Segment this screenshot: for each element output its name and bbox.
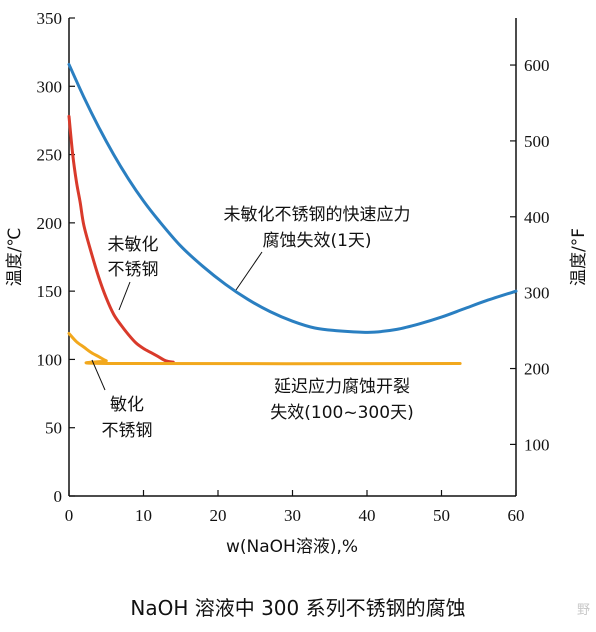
red-annotation-line1: 未敏化: [108, 235, 159, 255]
x-tick-label: 40: [359, 506, 376, 525]
y-tick-label-left: 350: [37, 9, 63, 28]
red-leader-line: [118, 281, 131, 311]
red-series-line: [67, 114, 175, 364]
x-tick-label: 20: [210, 506, 227, 525]
y-tick-label-right: 400: [524, 208, 550, 227]
blue-annotation-line2: 腐蚀失效(1天): [262, 231, 371, 251]
x-tick-label: 10: [135, 506, 152, 525]
y-tick-label-left: 250: [37, 146, 63, 165]
y-tick-label-left: 200: [37, 214, 63, 233]
series-group: [67, 62, 518, 366]
y-axis-title-left: 温度/℃: [5, 228, 25, 287]
x-axis-title: w(NaOH溶液),%: [226, 537, 358, 557]
orange-annotation-line2: 不锈钢: [102, 421, 153, 441]
y-tick-label-right: 300: [524, 284, 550, 303]
y-tick-label-left: 150: [37, 282, 63, 301]
y-tick-label-left: 50: [45, 419, 62, 438]
y-axis-title-right: 温度/°F: [569, 228, 589, 286]
x-tick-label: 50: [433, 506, 450, 525]
y-tick-label-right: 100: [524, 435, 550, 454]
y-tick-label-right: 600: [524, 56, 550, 75]
x-tick-label: 60: [508, 506, 525, 525]
blue-leader-line: [235, 251, 263, 291]
orange-annotation-line1: 敏化: [110, 395, 144, 415]
chart: 0 10 20 30 40 50 60050100150200250300350100200…: [5, 9, 589, 557]
flat-annotation-line1: 延迟应力腐蚀开裂: [274, 377, 410, 397]
x-tick-label: 0: [65, 506, 74, 525]
figure-caption: NaOH 溶液中 300 系列不锈钢的腐蚀: [130, 596, 466, 620]
y-tick-label-left: 100: [37, 350, 63, 369]
red-annotation-line2: 不锈钢: [108, 260, 159, 280]
orange-series-line: [67, 331, 462, 366]
y-tick-label-right: 200: [524, 360, 550, 379]
y-tick-label-left: 300: [37, 77, 63, 96]
blue-annotation-line1: 未敏化不锈钢的快速应力: [224, 205, 411, 225]
x-tick-label: 30: [284, 506, 301, 525]
blue-series-line: [67, 62, 518, 334]
flat-annotation-line2: 失效(100~300天): [270, 403, 413, 423]
tick-group: 0 10 20 30 40 50 60050100150200250300350100200…: [37, 9, 550, 525]
watermark: 野: [576, 603, 590, 618]
y-tick-label-left: 0: [54, 487, 63, 506]
orange-leader-line: [91, 359, 106, 391]
y-tick-label-right: 500: [524, 132, 550, 151]
